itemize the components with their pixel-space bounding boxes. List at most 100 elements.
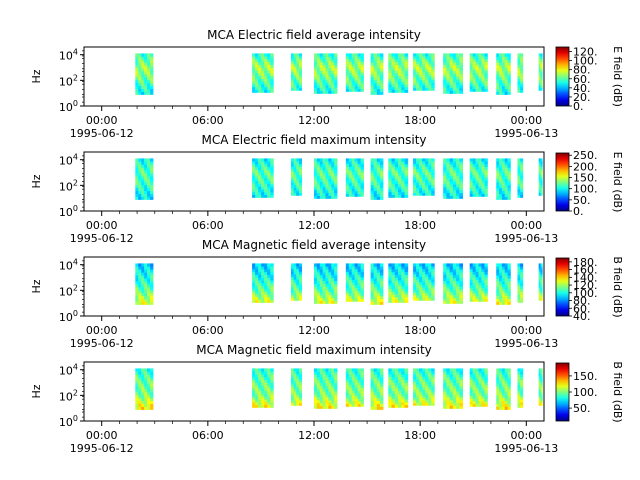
spectrogram-cell (481, 276, 485, 281)
spectrogram-cell (379, 173, 384, 177)
spectrogram-cell (270, 379, 274, 383)
spectrogram-cell (328, 90, 332, 94)
spectrogram-cell (376, 56, 381, 60)
spectrogram-cell (478, 177, 482, 181)
spectrogram-cell (443, 397, 447, 401)
spectrogram-cell (391, 401, 396, 406)
spectrogram-cell (261, 373, 265, 378)
spectrogram-cell (331, 161, 335, 165)
spectrogram-cell (449, 263, 454, 267)
spectrogram-cell (334, 67, 338, 71)
spectrogram-cell (379, 383, 384, 387)
spectrogram-cell (258, 396, 262, 400)
spectrogram-cell (258, 172, 262, 176)
spectrogram-cell (501, 170, 506, 174)
spectrogram-cell (449, 158, 454, 162)
spectrogram-cell (504, 82, 508, 87)
spectrogram-cell (507, 388, 511, 393)
spectrogram-cell (394, 161, 399, 165)
spectrogram-cell (316, 289, 321, 293)
spectrogram-cell (264, 189, 268, 193)
x-tick-label: 12:00 (298, 429, 330, 442)
spectrogram-cell (252, 390, 256, 394)
spectrogram-cell (351, 171, 356, 176)
spectrogram-cell (135, 371, 139, 375)
spectrogram-cell (270, 183, 274, 187)
spectrogram-cell (538, 58, 541, 62)
spectrogram-cell (150, 170, 154, 174)
spectrogram-cell (404, 385, 409, 389)
spectrogram-cell (428, 402, 432, 406)
spectrogram-cell (428, 373, 432, 377)
spectrogram-cell (319, 283, 324, 287)
spectrogram-cell (504, 380, 508, 384)
spectrogram-cell (147, 158, 151, 162)
spectrogram-cell (331, 166, 335, 171)
spectrogram-cell (484, 371, 488, 375)
spectrogram-cell (452, 84, 457, 89)
spectrogram-cell (469, 169, 474, 173)
spectrogram-cell (538, 289, 541, 293)
spectrogram-cell (316, 277, 321, 281)
spectrogram-cell (135, 167, 139, 171)
spectrogram-cell (144, 68, 148, 72)
spectrogram-cell (296, 295, 300, 299)
spectrogram-cell (331, 274, 335, 279)
spectrogram-cell (501, 292, 506, 297)
spectrogram-cell (517, 376, 521, 380)
spectrogram-cell (325, 382, 329, 386)
spectrogram-cell (357, 88, 361, 92)
spectrogram-cell (298, 74, 303, 78)
spectrogram-cell (469, 381, 474, 386)
spectrogram-cell (376, 196, 381, 200)
spectrogram-cell (472, 373, 476, 377)
spectrogram-cell (449, 56, 454, 60)
spectrogram-cell (267, 67, 271, 71)
spectrogram-cell (314, 164, 318, 168)
spectrogram-cell (431, 287, 435, 291)
spectrogram-cell (443, 269, 447, 273)
spectrogram-cell (538, 69, 541, 73)
spectrogram-cell (416, 394, 420, 398)
spectrogram-cell (255, 371, 259, 375)
spectrogram-cell (150, 91, 154, 95)
spectrogram-cell (469, 64, 474, 68)
spectrogram-cell (360, 158, 364, 162)
spectrogram-cell (404, 280, 409, 284)
x-date-label: 1995-06-13 (494, 232, 558, 245)
spectrogram-cell (319, 388, 324, 392)
spectrogram-cell (144, 397, 148, 402)
spectrogram-cell (452, 79, 457, 83)
spectrogram-cell (138, 181, 142, 186)
spectrogram-cell (394, 399, 399, 403)
spectrogram-cell (401, 183, 405, 187)
spectrogram-cell (472, 171, 476, 176)
spectrogram-cell (459, 161, 464, 165)
spectrogram-cell (452, 269, 457, 273)
spectrogram-cell (401, 81, 405, 85)
spectrogram-cell (258, 387, 262, 392)
spectrogram-cell (431, 276, 435, 280)
spectrogram-cell (499, 68, 503, 72)
spectrogram-cell (296, 174, 300, 178)
spectrogram-cell (357, 174, 361, 178)
spectrogram-cell (459, 402, 464, 406)
spectrogram-cell (348, 75, 353, 79)
spectrogram-cell (456, 181, 460, 185)
spectrogram-cell (316, 169, 321, 174)
spectrogram-cell (147, 176, 151, 180)
spectrogram-cell (141, 377, 145, 381)
spectrogram-cell (322, 300, 326, 304)
spectrogram-cell (357, 161, 361, 165)
spectrogram-cell (141, 173, 145, 177)
spectrogram-cell (261, 379, 265, 383)
spectrogram-cell (328, 269, 332, 273)
spectrogram-cell (404, 285, 409, 289)
spectrogram-cell (267, 183, 271, 187)
spectrogram-cell (472, 266, 476, 270)
spectrogram-cell (351, 287, 356, 291)
spectrogram-cell (394, 296, 399, 301)
spectrogram-cell (135, 281, 139, 285)
spectrogram-cell (331, 263, 335, 267)
spectrogram-cell (258, 163, 262, 168)
